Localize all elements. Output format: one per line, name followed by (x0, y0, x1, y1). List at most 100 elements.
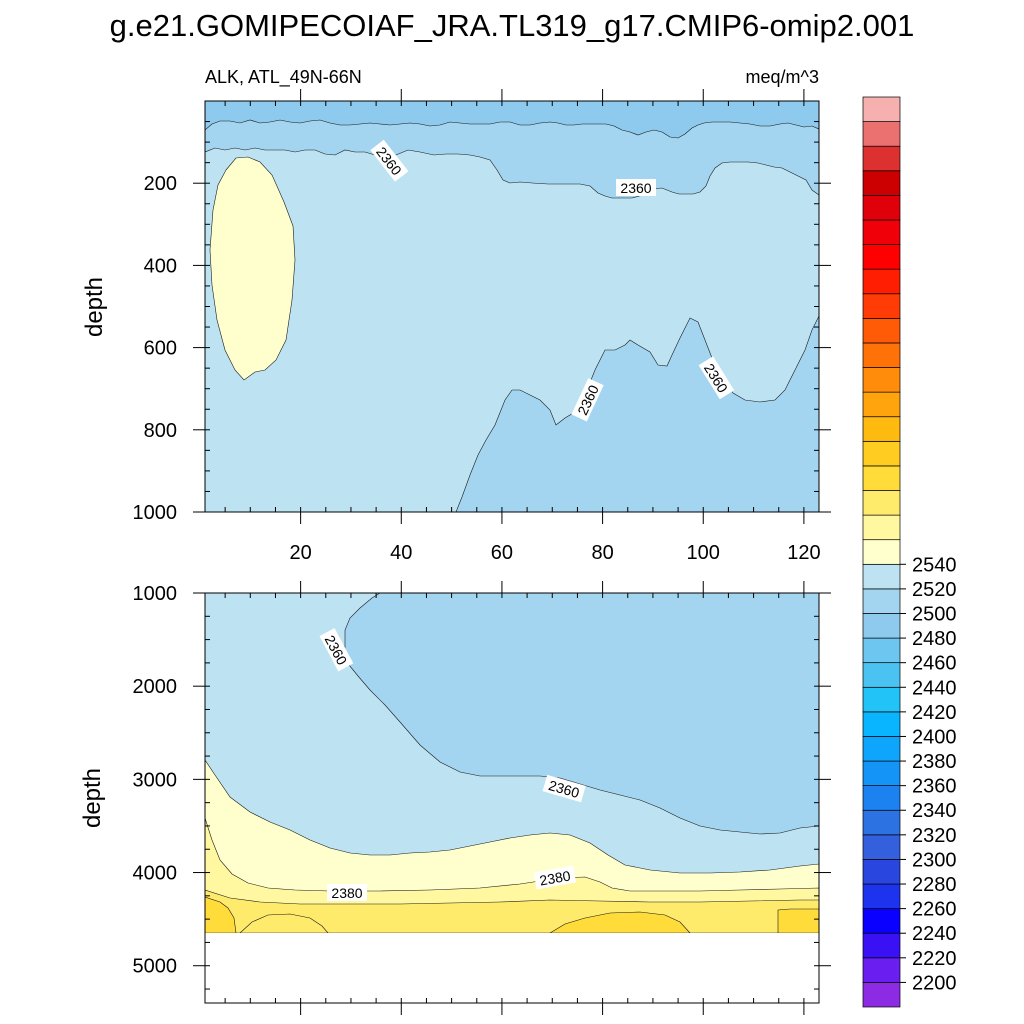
colorbar-swatch (862, 318, 901, 344)
colorbar-swatch (862, 465, 901, 491)
colorbar-swatch (862, 416, 901, 442)
lower-no-data-area (205, 933, 819, 1003)
colorbar-swatch (862, 883, 901, 909)
colorbar-tick-label: 2360 (912, 776, 957, 798)
colorbar-swatch (862, 293, 901, 319)
colorbar-tick-label: 2380 (912, 751, 957, 773)
y-tick-label: 600 (144, 338, 177, 360)
x-tick-label: 20 (289, 542, 311, 564)
colorbar-swatch (862, 342, 901, 368)
upper-region-2370-2380 (209, 156, 296, 381)
colorbar-swatch (862, 588, 901, 614)
lower-contour-fills (205, 593, 819, 1003)
colorbar-swatch (862, 932, 901, 959)
colorbar-swatch (862, 957, 901, 983)
colorbar-tick-label: 2420 (912, 702, 957, 724)
colorbar-swatch (862, 96, 901, 122)
svg-text:2360: 2360 (620, 180, 651, 196)
colorbar-swatch (862, 785, 901, 811)
y-tick-label: 3000 (133, 769, 178, 791)
upper-x-axis: 20 40 60 80 100 120 (224, 89, 821, 564)
y-tick-label: 800 (144, 420, 177, 442)
x-tick-label: 120 (787, 542, 820, 564)
lower-region-2400-2410-right (777, 908, 819, 934)
colorbar-swatch (862, 736, 901, 762)
colorbar-swatch (862, 391, 901, 418)
colorbar-tick-label: 2520 (912, 579, 957, 601)
colorbar-tick-label: 2240 (912, 923, 957, 945)
colorbar-swatch (862, 563, 901, 590)
y-tick-label: 400 (144, 255, 177, 277)
lower-x-axis (224, 581, 805, 1015)
y-tick-label: 2000 (133, 676, 178, 698)
colorbar-tick-label: 2300 (912, 849, 957, 871)
colorbar-swatch (862, 686, 901, 713)
x-tick-label: 60 (491, 542, 513, 564)
colorbar-tick-label: 2220 (912, 948, 957, 970)
colorbar-tick-label: 2500 (912, 603, 957, 625)
colorbar-swatch (862, 637, 901, 664)
y-tick-label: 1000 (133, 583, 178, 605)
colorbar-swatch (862, 170, 901, 196)
colorbar-swatch (862, 145, 901, 172)
lower-region-2400-2410-mid (548, 911, 691, 934)
y-tick-label: 4000 (133, 863, 178, 885)
svg-text:2380: 2380 (331, 885, 362, 901)
colorbar-swatch (862, 195, 901, 221)
y-tick-label: 5000 (133, 956, 178, 978)
colorbar-swatch (862, 711, 901, 737)
lower-y-axis-label: depth (79, 768, 106, 828)
colorbar-tick-label: 2480 (912, 628, 957, 650)
y-tick-label: 200 (144, 173, 177, 195)
units-label: meq/m^3 (746, 67, 819, 87)
colorbar-swatch (862, 440, 901, 467)
colorbar-swatch (862, 908, 901, 934)
colorbar-swatch (862, 539, 901, 565)
colorbar-swatch (862, 809, 901, 836)
colorbar-swatch (862, 613, 901, 639)
colorbar-tick-label: 2440 (912, 677, 957, 699)
colorbar-swatch (862, 244, 901, 270)
colorbar-swatch (862, 367, 901, 393)
colorbar-swatch (862, 490, 901, 516)
colorbar-tick-label: 2260 (912, 899, 957, 921)
colorbar-tick-label: 2280 (912, 874, 957, 896)
colorbar-tick-label: 2460 (912, 653, 957, 675)
colorbar-tick-label: 2400 (912, 726, 957, 748)
lower-y-axis: 1000 2000 3000 4000 5000 (133, 583, 831, 990)
lower-plot-frame (204, 592, 820, 1004)
upper-region-2340-2350 (205, 101, 819, 139)
colorbar-swatch (862, 760, 901, 786)
lower-contour-label: 2380 (327, 884, 367, 901)
upper-y-axis-label: depth (81, 277, 108, 337)
figure-title: g.e21.GOMIPECOIAF_JRA.TL319_g17.CMIP6-om… (110, 8, 915, 43)
colorbar-tick-label: 2540 (912, 554, 957, 576)
upper-contour-label: 2360 (616, 179, 656, 196)
colorbar-tick-label: 2320 (912, 825, 957, 847)
lower-region-2390-2400-inner (239, 913, 329, 934)
x-tick-label: 40 (390, 542, 412, 564)
colorbar-swatch (862, 268, 901, 295)
svg-text:2380: 2380 (538, 867, 572, 888)
colorbar-swatch (862, 859, 901, 885)
upper-contour-fills (205, 101, 819, 512)
colorbar-swatch (862, 121, 901, 147)
lower-panel: 2360 2360 2380 2380 10002000300040005000… (79, 581, 831, 1015)
colorbar-tick-label: 2200 (912, 972, 957, 994)
lower-contour-label: 2380 (533, 865, 577, 890)
x-tick-label: 80 (591, 542, 613, 564)
x-tick-label: 100 (687, 542, 720, 564)
colorbar-swatch (862, 982, 901, 1008)
y-tick-label: 1000 (133, 502, 178, 524)
colorbar-swatch (862, 834, 901, 860)
colorbar-swatch (862, 662, 901, 688)
upper-y-axis: 200 400 600 800 1000 (133, 100, 831, 524)
lower-region-2400-2410-left (205, 896, 237, 934)
colorbar-swatch (862, 219, 901, 245)
upper-region-2350-2360-deep (455, 315, 819, 512)
colorbar-swatch (862, 514, 901, 541)
variable-label: ALK, ATL_49N-66N (205, 67, 362, 88)
